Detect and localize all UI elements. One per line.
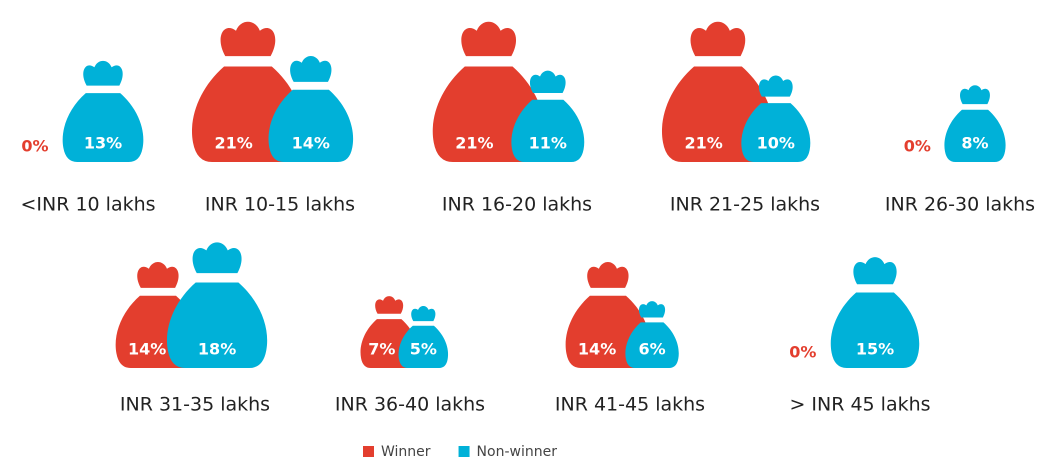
bag-tie bbox=[690, 21, 746, 57]
value-label: 0% bbox=[789, 343, 816, 362]
bag-body bbox=[268, 89, 354, 162]
category-label: INR 41-45 lakhs bbox=[555, 394, 705, 416]
money-bag bbox=[166, 242, 268, 368]
legend-swatch bbox=[363, 446, 374, 457]
value-label: 0% bbox=[904, 137, 931, 156]
value-label: 8% bbox=[961, 134, 988, 153]
bag-tie bbox=[587, 261, 629, 288]
value-label: 14% bbox=[578, 340, 616, 359]
bag-tie bbox=[83, 60, 123, 86]
category-label: INR 21-25 lakhs bbox=[670, 194, 820, 216]
value-label: 10% bbox=[757, 134, 795, 153]
bag-tie bbox=[461, 21, 517, 57]
money-bag bbox=[944, 85, 1006, 162]
bag-tie bbox=[758, 75, 793, 97]
legend-label: Winner bbox=[381, 444, 431, 460]
category-label: INR 10-15 lakhs bbox=[205, 194, 355, 216]
value-label: 6% bbox=[638, 340, 665, 359]
value-label: 14% bbox=[292, 134, 330, 153]
value-label: 7% bbox=[368, 340, 395, 359]
bag-body bbox=[830, 292, 920, 368]
category-label: INR 16-20 lakhs bbox=[442, 194, 592, 216]
bag-body bbox=[398, 325, 449, 368]
category-label: INR 36-40 lakhs bbox=[335, 394, 485, 416]
value-label: 15% bbox=[856, 340, 894, 359]
value-label: 21% bbox=[214, 134, 252, 153]
value-label: 21% bbox=[455, 134, 493, 153]
legend-label: Non-winner bbox=[477, 444, 558, 460]
money-bag bbox=[511, 70, 585, 162]
bag-tie bbox=[960, 85, 990, 105]
bag-body bbox=[944, 109, 1006, 162]
value-label: 11% bbox=[529, 134, 567, 153]
value-label: 21% bbox=[684, 134, 722, 153]
money-bag bbox=[398, 305, 449, 368]
bag-tie bbox=[290, 55, 332, 82]
value-label: 5% bbox=[410, 340, 437, 359]
category-label: INR 26-30 lakhs bbox=[885, 194, 1035, 216]
bag-body bbox=[625, 322, 679, 368]
category-label: > INR 45 lakhs bbox=[789, 394, 930, 416]
bag-tie bbox=[375, 296, 404, 314]
value-label: 14% bbox=[128, 340, 166, 359]
bag-tie bbox=[529, 70, 566, 93]
value-label: 18% bbox=[198, 340, 236, 359]
value-label: 0% bbox=[21, 137, 48, 156]
value-label: 13% bbox=[84, 134, 122, 153]
money-bag bbox=[62, 60, 144, 162]
bag-body bbox=[62, 93, 144, 162]
bag-body bbox=[511, 99, 585, 162]
legend-swatch bbox=[458, 446, 470, 457]
bag-body bbox=[166, 282, 268, 368]
bag-body bbox=[741, 103, 811, 162]
bag-tie bbox=[220, 21, 276, 57]
money-bag bbox=[830, 257, 920, 368]
category-label: INR 31-35 lakhs bbox=[120, 394, 270, 416]
bag-tie bbox=[411, 305, 436, 322]
money-bag bbox=[268, 55, 354, 162]
bag-tie bbox=[137, 261, 179, 288]
bag-tie bbox=[192, 242, 242, 274]
money-bag bbox=[741, 75, 811, 162]
bag-tie bbox=[639, 301, 666, 318]
money-bag bbox=[625, 301, 679, 368]
bag-tie bbox=[853, 257, 897, 285]
category-label: <INR 10 lakhs bbox=[20, 194, 155, 216]
